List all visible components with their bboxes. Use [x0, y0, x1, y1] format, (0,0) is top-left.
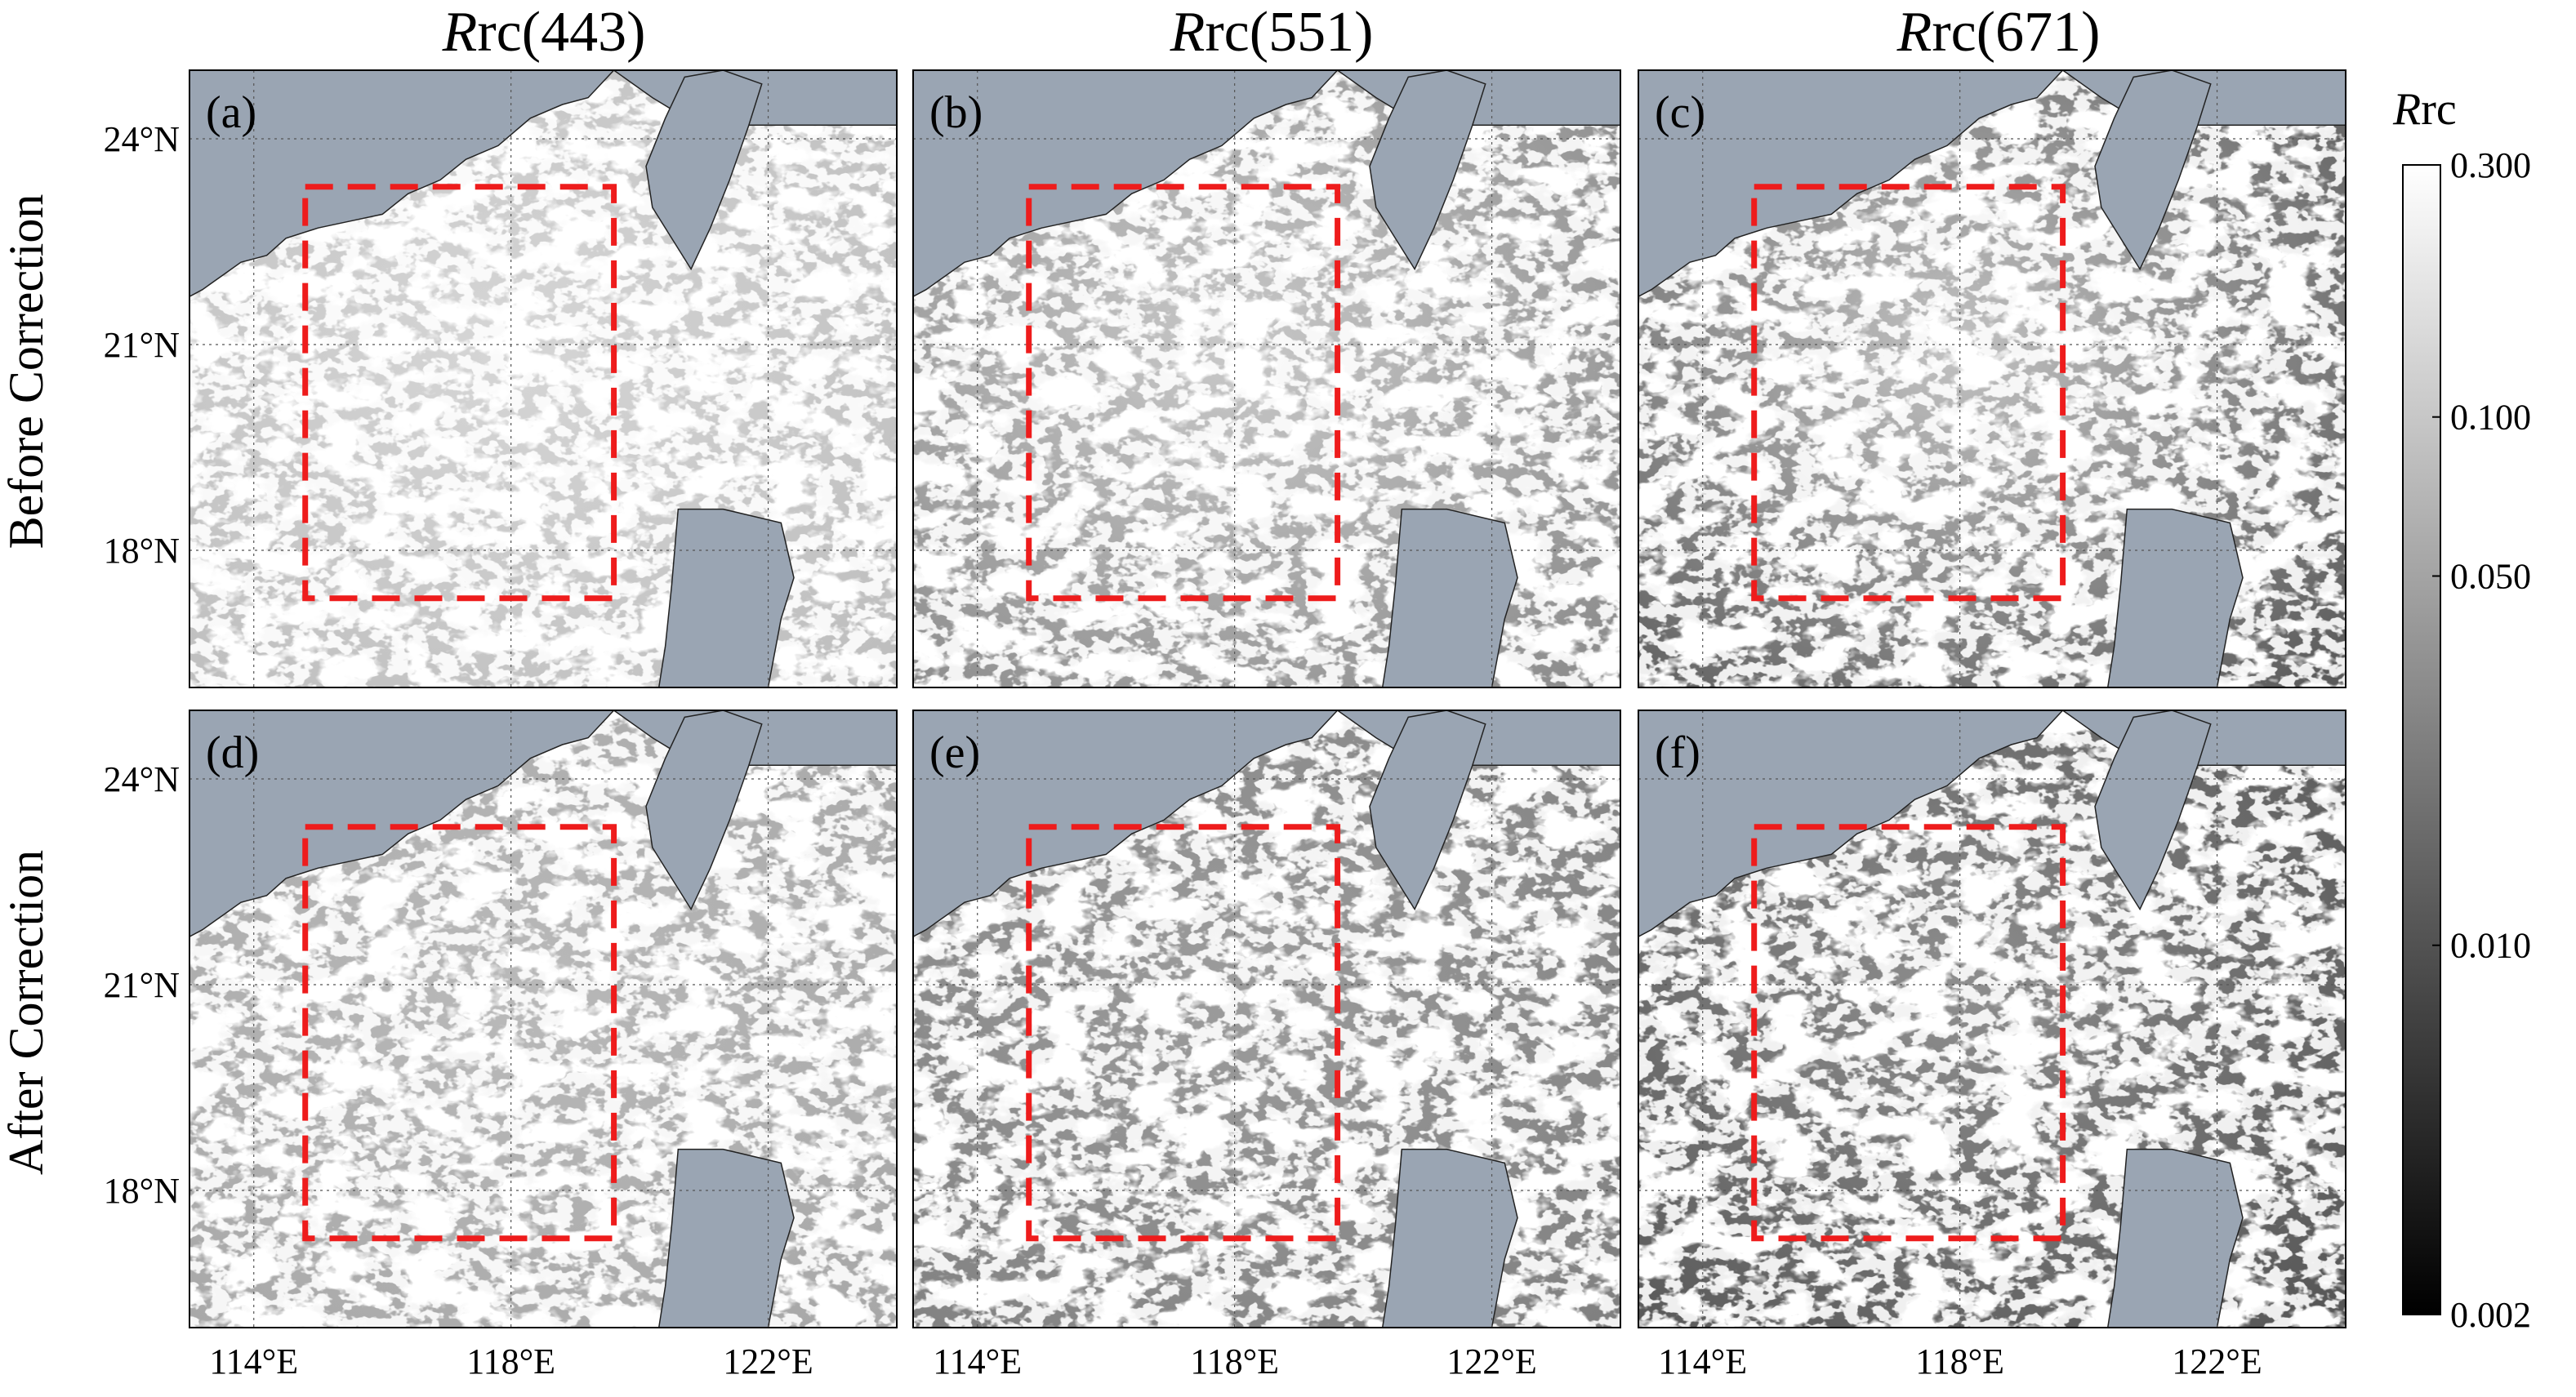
row-label-after: After Correction	[0, 850, 53, 1175]
panel-label: (c)	[1655, 87, 1705, 138]
land-taiwan	[645, 710, 763, 911]
longitude-tick-label: 114°E	[1658, 1341, 1747, 1381]
land-luzon	[657, 508, 795, 687]
colorbar-tick-label: 0.300	[2450, 145, 2531, 185]
land-luzon	[1381, 508, 1518, 687]
longitude-tick-label: 114°E	[933, 1341, 1022, 1381]
panel-frame	[189, 710, 898, 1328]
panel-label: (b)	[929, 87, 983, 138]
study-area-box	[1026, 184, 1341, 602]
study-area-box	[302, 184, 617, 602]
panel-frame	[912, 69, 1621, 688]
colorbar-gradient	[2402, 164, 2441, 1315]
map-panel-d: (d) 24°N 21°N 18°N 114°E 118°E 122°E	[104, 710, 898, 1381]
land-mainland	[189, 710, 897, 938]
map-panel-c: (c)	[1638, 69, 2346, 688]
column-title-671: Rrc(671)	[1896, 1, 2101, 64]
panel-frame	[1638, 710, 2346, 1328]
column-title-443: Rrc(443)	[442, 1, 646, 64]
land-mainland	[1638, 710, 2346, 938]
panel-frame	[912, 710, 1621, 1328]
land-luzon	[657, 1148, 795, 1328]
longitude-tick-label: 122°E	[2172, 1341, 2262, 1381]
latitude-tick-label: 21°N	[104, 965, 180, 1005]
longitude-tick-label: 118°E	[1190, 1341, 1279, 1381]
colorbar-tick-label: 0.010	[2450, 926, 2531, 966]
land-luzon	[2106, 1148, 2244, 1328]
longitude-tick-label: 118°E	[466, 1341, 555, 1381]
study-area-box	[1026, 824, 1341, 1242]
colorbar: Rrc 0.300 0.100 0.050 0.010 0.002	[2392, 84, 2531, 1335]
map-panel-b: (b)	[912, 69, 1621, 688]
longitude-tick-label: 122°E	[1446, 1341, 1536, 1381]
colorbar-tick-label: 0.100	[2450, 398, 2531, 438]
land-mainland	[189, 70, 897, 298]
longitude-tick-label: 114°E	[209, 1341, 298, 1381]
panel-label: (d)	[206, 727, 259, 778]
colorbar-title: Rrc	[2392, 84, 2457, 135]
latitude-tick-label: 18°N	[104, 531, 180, 571]
map-panel-a: (a) 24°N 21°N 18°N	[104, 69, 898, 688]
map-panels: (a) 24°N 21°N 18°N (b) (c) (d) 24°N 21°N 18°N 114°…	[104, 69, 2346, 1381]
land-luzon	[2106, 508, 2244, 687]
study-area-box	[1751, 184, 2066, 602]
panel-label: (a)	[206, 87, 256, 138]
colorbar-ticks: 0.300 0.100 0.050 0.010 0.002	[2432, 145, 2531, 1335]
study-area-box	[302, 824, 617, 1242]
panel-label: (f)	[1655, 727, 1700, 778]
panel-frame	[1638, 69, 2346, 688]
latitude-tick-label: 24°N	[104, 759, 180, 799]
longitude-tick-label: 122°E	[723, 1341, 813, 1381]
land-taiwan	[645, 70, 763, 271]
row-label-before: Before Correction	[0, 194, 53, 549]
panel-frame	[189, 69, 898, 688]
colorbar-tick-label: 0.002	[2450, 1295, 2531, 1335]
map-panel-e: (e) 114°E 118°E 122°E	[912, 710, 1621, 1381]
land-taiwan	[2094, 710, 2212, 911]
land-luzon	[1381, 1148, 1518, 1328]
panel-label: (e)	[929, 727, 980, 778]
land-taiwan	[1369, 70, 1486, 271]
latitude-tick-label: 18°N	[104, 1171, 180, 1211]
map-panel-f: (f) 114°E 118°E 122°E	[1638, 710, 2346, 1381]
land-taiwan	[1369, 710, 1486, 911]
land-mainland	[1638, 70, 2346, 298]
latitude-tick-label: 21°N	[104, 325, 180, 365]
colorbar-tick-label: 0.050	[2450, 556, 2531, 596]
land-taiwan	[2094, 70, 2212, 271]
column-title-551: Rrc(551)	[1170, 1, 1374, 64]
longitude-tick-label: 118°E	[1915, 1341, 2004, 1381]
land-mainland	[913, 710, 1620, 938]
latitude-tick-label: 24°N	[104, 119, 180, 159]
land-mainland	[913, 70, 1620, 298]
study-area-box	[1751, 824, 2066, 1242]
